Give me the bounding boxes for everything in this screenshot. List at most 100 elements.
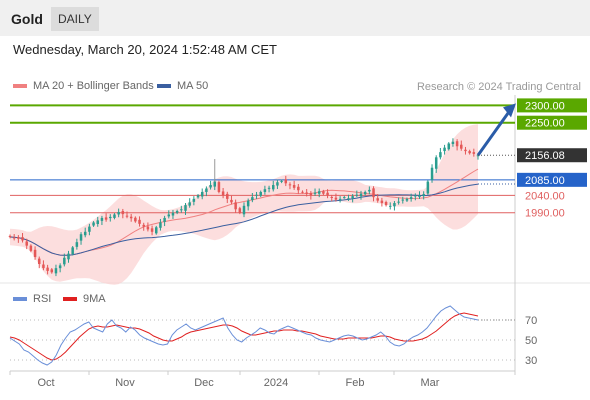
candle (29, 244, 33, 253)
forecast-arrow (476, 109, 512, 157)
candle-body (221, 191, 225, 196)
candle-body (393, 203, 396, 207)
candle-body (430, 167, 434, 181)
candle (184, 203, 187, 215)
candle-body (159, 222, 162, 228)
candle-body (355, 194, 359, 196)
candle-body (338, 198, 342, 200)
x-tick-0: Oct (37, 377, 54, 389)
candle-body (372, 188, 375, 198)
candle (380, 197, 384, 207)
candle (192, 196, 196, 206)
candle-body (288, 184, 292, 186)
candle-body (405, 198, 409, 201)
candle (92, 221, 95, 227)
candle-body (271, 185, 275, 190)
candle (388, 202, 392, 210)
legend-ma50: MA 50 (157, 80, 208, 92)
candle (393, 200, 396, 211)
legend-rsi-ma-label: 9MA (83, 293, 106, 305)
candle-body (117, 212, 120, 215)
candle-body (37, 258, 41, 264)
candle (12, 234, 16, 241)
candle (146, 222, 150, 232)
candle (317, 188, 321, 198)
candle (238, 206, 242, 215)
timeframe-badge[interactable]: DAILY (51, 7, 99, 31)
candle (226, 191, 229, 204)
candle (109, 214, 112, 222)
candle (271, 180, 275, 192)
candle (63, 253, 66, 267)
candle (451, 138, 455, 147)
candle-body (180, 209, 183, 211)
candle-body (380, 200, 384, 204)
candle-body (276, 182, 279, 186)
candle (334, 193, 338, 202)
candle-body (184, 205, 187, 211)
level-label-3: 2040.00 (525, 190, 565, 202)
candle (284, 175, 288, 187)
candle-body (246, 200, 250, 207)
candle-body (75, 242, 79, 247)
candle (372, 186, 375, 202)
candle (125, 211, 129, 219)
candle-body (434, 157, 438, 169)
candle-body (313, 192, 317, 194)
candle-body (196, 195, 200, 198)
candle (460, 140, 463, 151)
candle (447, 142, 451, 151)
candle (313, 188, 317, 196)
candle-body (384, 202, 388, 206)
candle (426, 180, 430, 195)
candle-body (134, 217, 137, 222)
candle-body (460, 144, 463, 149)
candle (338, 196, 342, 203)
candle-body (100, 217, 104, 221)
level-tag-2 (517, 172, 587, 187)
candle-body (317, 191, 321, 194)
candle (217, 180, 221, 194)
candle (443, 144, 446, 155)
candle (21, 232, 24, 243)
candle (351, 194, 354, 203)
candle (230, 195, 233, 205)
current-price-tag (517, 148, 587, 163)
candle (263, 185, 267, 195)
candle-body (21, 237, 24, 241)
candle-body (88, 226, 91, 232)
x-tick-1: Nov (115, 377, 135, 389)
candle-body (209, 185, 212, 188)
candle-body (422, 194, 425, 196)
candle (259, 190, 262, 198)
ma50-swatch (157, 84, 171, 88)
candle (472, 148, 476, 157)
candle-body (50, 269, 54, 273)
candle-body (42, 264, 45, 269)
candle (242, 202, 246, 218)
candle (196, 194, 200, 199)
candle (33, 246, 37, 260)
candle-body (242, 205, 246, 215)
candle-body (104, 217, 108, 220)
candle-body (167, 214, 171, 217)
candle (305, 189, 308, 197)
candle-body (192, 198, 196, 202)
candle (292, 180, 296, 190)
candle-body (25, 241, 28, 246)
candle (121, 208, 125, 219)
candle-body (138, 219, 141, 224)
candle (439, 147, 442, 160)
candle (464, 146, 467, 155)
candle (104, 213, 108, 222)
candle-body (188, 202, 191, 206)
candle (129, 213, 133, 222)
candle (414, 193, 417, 201)
candle (171, 209, 175, 219)
candle-body (217, 182, 221, 192)
candle (276, 179, 279, 190)
candle-body (67, 253, 70, 260)
candle-body (359, 193, 363, 197)
candle (355, 190, 359, 198)
candle-body (63, 257, 66, 265)
